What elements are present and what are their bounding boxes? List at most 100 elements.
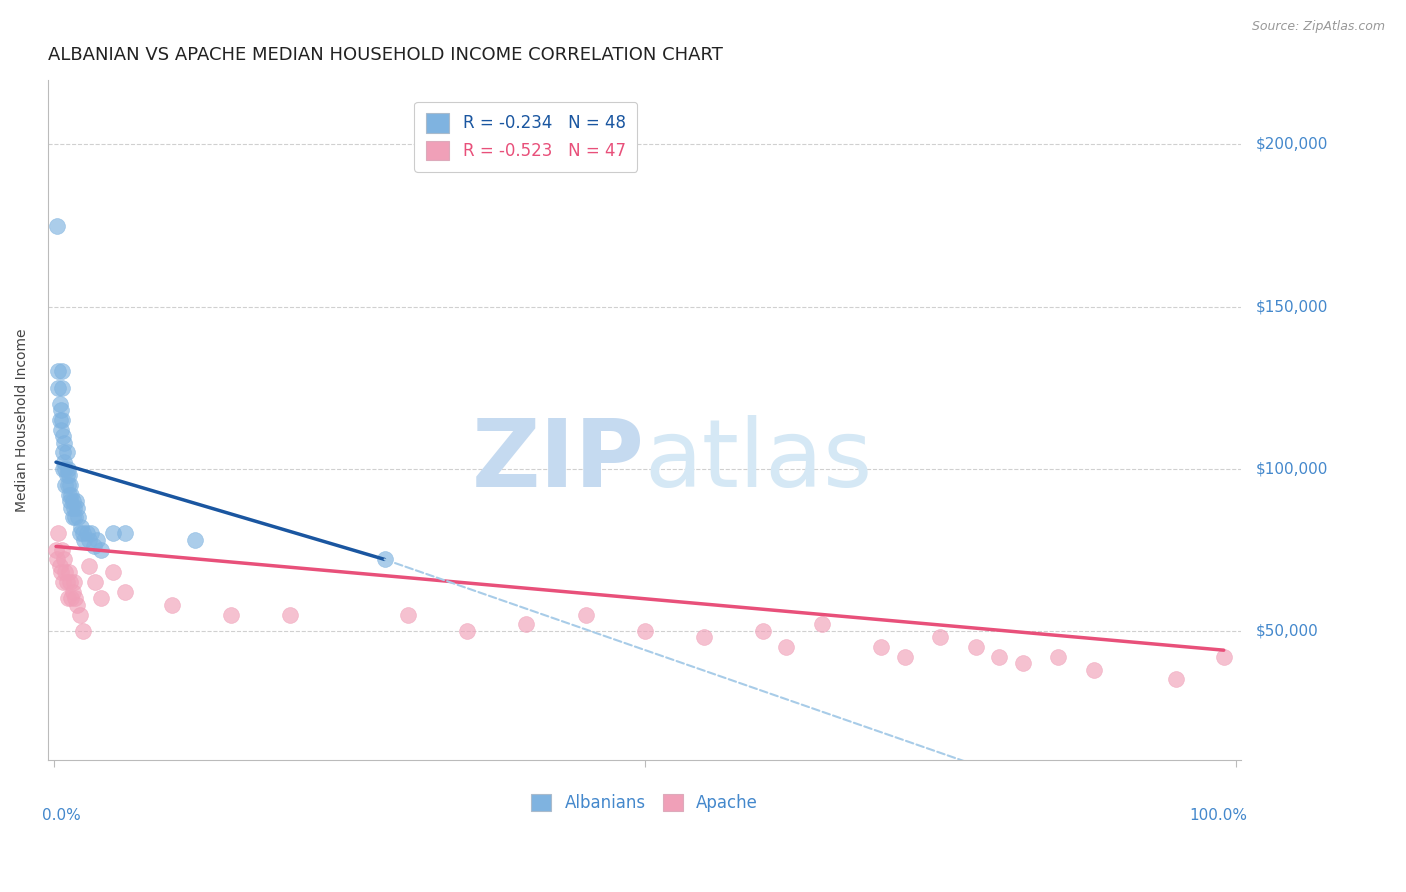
Point bbox=[692, 630, 714, 644]
Point bbox=[62, 494, 84, 508]
Point bbox=[72, 526, 94, 541]
Text: $50,000: $50,000 bbox=[1256, 624, 1317, 639]
Point bbox=[1212, 649, 1234, 664]
Point bbox=[55, 575, 77, 590]
Point bbox=[48, 364, 70, 378]
Point bbox=[62, 500, 84, 515]
Point bbox=[45, 542, 67, 557]
Point bbox=[51, 542, 73, 557]
Point bbox=[374, 552, 396, 566]
Text: 0.0%: 0.0% bbox=[42, 808, 80, 823]
Point bbox=[46, 219, 69, 233]
Point bbox=[53, 435, 76, 450]
Point bbox=[965, 640, 987, 654]
Point bbox=[775, 640, 797, 654]
Text: Source: ZipAtlas.com: Source: ZipAtlas.com bbox=[1251, 20, 1385, 33]
Point bbox=[86, 533, 108, 547]
Point bbox=[114, 526, 136, 541]
Point bbox=[49, 403, 72, 417]
Text: 100.0%: 100.0% bbox=[1189, 808, 1247, 823]
Point bbox=[53, 552, 76, 566]
Point bbox=[84, 575, 107, 590]
Legend: Albanians, Apache: Albanians, Apache bbox=[523, 785, 766, 820]
Point bbox=[55, 468, 77, 483]
Point bbox=[72, 624, 94, 638]
Text: atlas: atlas bbox=[644, 415, 873, 507]
Point bbox=[55, 461, 77, 475]
Point bbox=[59, 494, 82, 508]
Point bbox=[60, 487, 83, 501]
Point bbox=[52, 575, 75, 590]
Point bbox=[80, 526, 103, 541]
Point bbox=[48, 381, 70, 395]
Point bbox=[77, 558, 100, 573]
Point bbox=[67, 510, 90, 524]
Point bbox=[77, 533, 100, 547]
Text: $200,000: $200,000 bbox=[1256, 137, 1327, 152]
Point bbox=[51, 381, 73, 395]
Point bbox=[51, 364, 73, 378]
Point bbox=[515, 617, 537, 632]
Point bbox=[114, 584, 136, 599]
Point bbox=[58, 487, 80, 501]
Point bbox=[48, 526, 70, 541]
Text: ZIP: ZIP bbox=[472, 415, 644, 507]
Point bbox=[52, 445, 75, 459]
Point bbox=[59, 575, 82, 590]
Point bbox=[90, 542, 112, 557]
Point bbox=[278, 607, 301, 622]
Text: $100,000: $100,000 bbox=[1256, 461, 1327, 476]
Point bbox=[66, 598, 89, 612]
Point bbox=[49, 566, 72, 580]
Point bbox=[870, 640, 893, 654]
Point bbox=[219, 607, 242, 622]
Point bbox=[63, 510, 86, 524]
Point bbox=[90, 591, 112, 606]
Point bbox=[160, 598, 183, 612]
Point bbox=[58, 566, 80, 580]
Point bbox=[60, 591, 83, 606]
Point bbox=[49, 423, 72, 437]
Point bbox=[53, 455, 76, 469]
Point bbox=[69, 520, 91, 534]
Point bbox=[55, 445, 77, 459]
Point bbox=[811, 617, 834, 632]
Point bbox=[1047, 649, 1070, 664]
Point bbox=[56, 461, 79, 475]
Point bbox=[1083, 663, 1105, 677]
Point bbox=[62, 584, 84, 599]
Text: ALBANIAN VS APACHE MEDIAN HOUSEHOLD INCOME CORRELATION CHART: ALBANIAN VS APACHE MEDIAN HOUSEHOLD INCO… bbox=[48, 46, 723, 64]
Point bbox=[1011, 656, 1033, 670]
Point bbox=[988, 649, 1011, 664]
Point bbox=[48, 558, 70, 573]
Point bbox=[633, 624, 655, 638]
Point bbox=[55, 478, 77, 492]
Point bbox=[76, 526, 98, 541]
Point bbox=[66, 500, 89, 515]
Point bbox=[893, 649, 915, 664]
Point bbox=[101, 526, 124, 541]
Point bbox=[51, 413, 73, 427]
Point bbox=[48, 413, 70, 427]
Point bbox=[56, 591, 79, 606]
Text: $150,000: $150,000 bbox=[1256, 299, 1327, 314]
Point bbox=[60, 500, 83, 515]
Point bbox=[101, 566, 124, 580]
Point bbox=[83, 540, 105, 554]
Point bbox=[65, 494, 87, 508]
Point bbox=[396, 607, 419, 622]
Point bbox=[63, 591, 86, 606]
Point bbox=[752, 624, 775, 638]
Point bbox=[69, 526, 91, 541]
Point bbox=[929, 630, 952, 644]
Point bbox=[62, 510, 84, 524]
Point bbox=[456, 624, 478, 638]
Point bbox=[48, 397, 70, 411]
Point bbox=[52, 461, 75, 475]
Point bbox=[69, 607, 91, 622]
Point bbox=[55, 566, 77, 580]
Point bbox=[52, 429, 75, 443]
Point bbox=[58, 468, 80, 483]
Point bbox=[56, 478, 79, 492]
Point bbox=[59, 478, 82, 492]
